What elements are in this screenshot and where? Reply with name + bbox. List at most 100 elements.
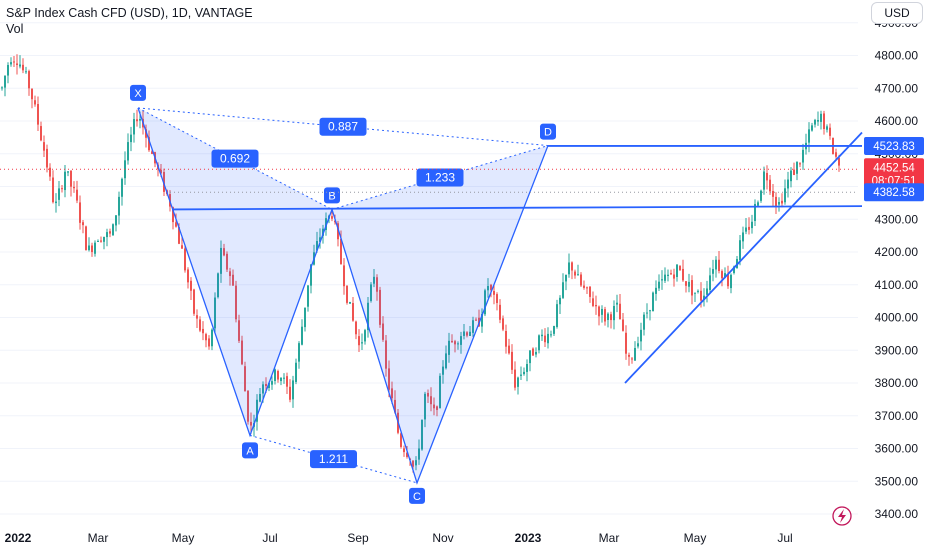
candle-body — [721, 271, 723, 279]
candle-body — [616, 302, 618, 305]
candle-body — [250, 421, 252, 426]
candle-body — [76, 189, 78, 201]
candle-body — [781, 200, 783, 204]
candle-body — [709, 275, 711, 290]
candle-body — [571, 262, 573, 271]
candle-body — [811, 125, 813, 131]
candle-body — [40, 126, 42, 141]
candle-body — [427, 392, 429, 397]
candle-body — [295, 362, 297, 382]
candle-body — [100, 240, 102, 242]
candle-body — [580, 274, 582, 286]
candle-body — [79, 202, 81, 223]
candle-body — [349, 301, 351, 304]
candle-body — [463, 331, 465, 336]
candle-body — [796, 161, 798, 174]
candle-body — [508, 345, 510, 354]
candle-body — [475, 319, 477, 321]
candle-body — [1, 87, 3, 89]
candle-body — [604, 309, 606, 322]
candle-body — [358, 336, 360, 346]
candle-body — [13, 61, 15, 63]
point-label-A: A — [246, 445, 254, 457]
candle-body — [676, 264, 678, 277]
candle-body — [724, 273, 726, 278]
candle-body — [640, 329, 642, 342]
candle-body — [412, 460, 414, 467]
candle-body — [196, 315, 198, 319]
candle-body — [610, 314, 612, 321]
candle-body — [178, 227, 180, 244]
candle-body — [340, 238, 342, 264]
candle-body — [763, 171, 765, 190]
candle-body — [556, 304, 558, 327]
candle-body — [823, 113, 825, 130]
candle-body — [694, 292, 696, 294]
candle-body — [652, 292, 654, 312]
ratio-label: 0.692 — [220, 152, 250, 166]
candle-body — [34, 100, 36, 105]
candle-body — [334, 220, 336, 223]
candle-body — [601, 308, 603, 315]
candle-body — [787, 179, 789, 189]
candle-body — [460, 336, 462, 345]
candle-body — [748, 226, 750, 230]
candle-body — [265, 383, 267, 387]
lightning-icon — [832, 506, 852, 526]
candle-body — [634, 347, 636, 361]
candle-body — [298, 343, 300, 362]
y-tick-label: 4100.00 — [875, 278, 919, 292]
candle-body — [370, 284, 372, 301]
candle-body — [718, 259, 720, 272]
candle-body — [514, 369, 516, 388]
candle-body — [577, 274, 579, 276]
candle-body — [319, 237, 321, 242]
candle-body — [133, 119, 135, 135]
candle-body — [394, 399, 396, 413]
candle-body — [523, 371, 525, 375]
ratio-dotted-line — [137, 107, 333, 210]
candle-body — [595, 305, 597, 307]
candle-body — [145, 129, 147, 138]
support-tag-box — [864, 183, 924, 202]
y-tick-label: 3800.00 — [875, 376, 919, 390]
candle-body — [424, 393, 426, 420]
candle-body — [589, 286, 591, 297]
candle-body — [532, 348, 534, 356]
candle-body — [484, 290, 486, 315]
candle-body — [826, 126, 828, 130]
price-axis[interactable]: 4900.004800.004700.004600.004500.004400.… — [875, 16, 919, 521]
candle-body — [43, 142, 45, 151]
time-axis[interactable]: 2022 Mar May Jul Sep Nov 2023 Mar May Jul — [5, 531, 793, 545]
candle-body — [472, 320, 474, 333]
candle-body — [565, 274, 567, 282]
candle-body — [439, 375, 441, 409]
candle-body — [4, 75, 6, 88]
y-tick-label: 3500.00 — [875, 474, 919, 488]
candle-body — [451, 340, 453, 343]
candle-body — [223, 248, 225, 256]
x-tick-label: Mar — [599, 531, 620, 545]
y-tick-label: 4200.00 — [875, 245, 919, 259]
x-tick-label: 2022 — [5, 531, 32, 545]
currency-button[interactable]: USD — [871, 2, 923, 24]
candle-body — [829, 127, 831, 136]
candle-body — [61, 188, 63, 190]
candle-body — [712, 269, 714, 274]
candle-body — [799, 163, 801, 165]
candle-body — [64, 171, 66, 191]
candle-body — [817, 120, 819, 122]
x-tick-label: Nov — [432, 531, 453, 545]
candle-body — [49, 167, 51, 177]
point-label-C: C — [413, 491, 421, 503]
candle-body — [259, 393, 261, 402]
candle-body — [622, 319, 624, 331]
candle-body — [436, 406, 438, 410]
candle-body — [529, 350, 531, 364]
candle-body — [769, 179, 771, 192]
candle-body — [403, 448, 405, 453]
candle-body — [292, 380, 294, 400]
candle-body — [67, 171, 69, 173]
candle-body — [541, 334, 543, 337]
